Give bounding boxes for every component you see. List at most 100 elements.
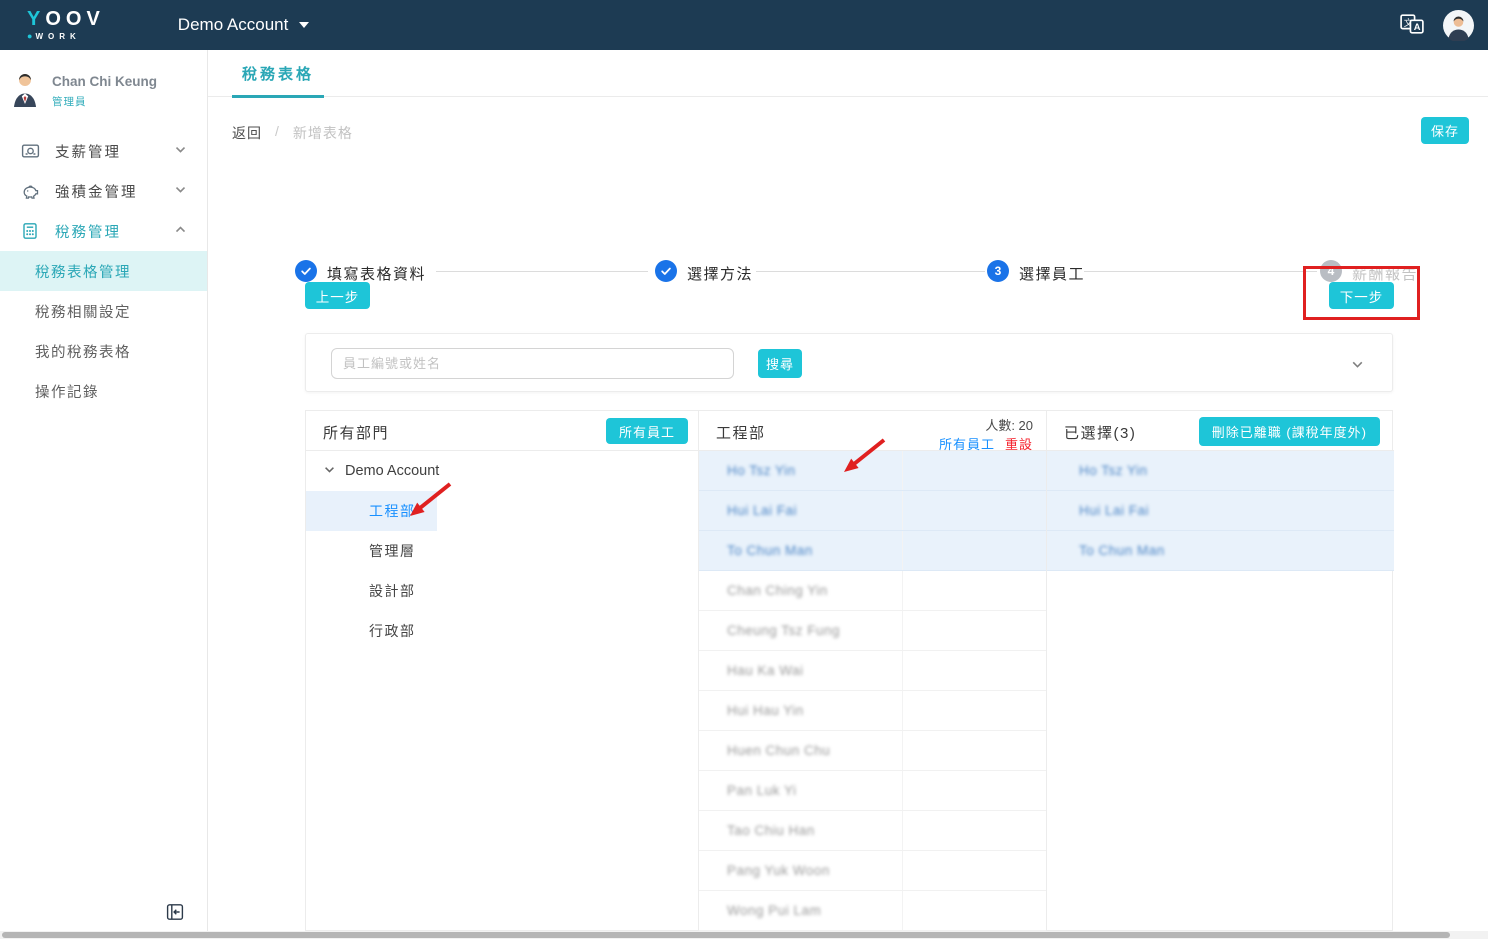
sidebar-item-label: 支薪管理 <box>55 144 121 161</box>
search-button[interactable]: 搜尋 <box>758 349 802 378</box>
selected-employee-row[interactable]: Ho Tsz Yin <box>1047 451 1394 491</box>
horizontal-scrollbar-thumb[interactable] <box>2 932 1450 938</box>
step-2-check-icon <box>655 260 677 282</box>
tree-item-design[interactable]: 設計部 <box>369 583 416 599</box>
step-3-number: 3 <box>987 260 1009 282</box>
breadcrumb: 返回 / 新增表格 <box>232 123 353 143</box>
tree-root-demo-account[interactable]: Demo Account <box>306 451 698 491</box>
previous-step-button[interactable]: 上一步 <box>305 282 370 309</box>
chevron-down-icon <box>174 143 187 160</box>
select-all-employees-link[interactable]: 所有員工 <box>938 437 995 452</box>
chevron-down-icon <box>299 22 310 28</box>
horizontal-scrollbar[interactable] <box>0 931 1488 939</box>
breadcrumb-separator: / <box>275 123 280 139</box>
collapse-sidebar-icon[interactable] <box>165 902 185 922</box>
chevron-down-icon[interactable] <box>1350 357 1365 372</box>
departments-panel-title: 所有部門 <box>323 425 390 442</box>
tree-item-admin[interactable]: 行政部 <box>369 623 416 639</box>
step-2-label: 選擇方法 <box>687 266 754 283</box>
employee-row[interactable]: To Chun Man <box>699 531 1046 571</box>
sidebar-item-label: 稅務管理 <box>55 224 121 241</box>
tab-tax-forms[interactable]: 稅務表格 <box>232 50 325 98</box>
sidebar-item-operation-log[interactable]: 操作記錄 <box>35 384 99 401</box>
chevron-down-icon <box>174 183 187 200</box>
main-content: 稅務表格 返回 / 新增表格 保存 填寫表格資料 選擇方法 3 選擇員工 <box>208 50 1488 931</box>
selected-employee-row[interactable]: To Chun Man <box>1047 531 1394 571</box>
employees-panel-title: 工程部 <box>716 425 766 442</box>
employee-row[interactable]: Wong Pui Lam <box>699 891 1046 931</box>
sidebar-avatar <box>12 70 38 113</box>
sidebar-item-payroll[interactable]: 支薪管理 <box>0 131 207 171</box>
logo-work: WORK <box>35 31 81 41</box>
tab-bar: 稅務表格 <box>208 50 1488 98</box>
employee-row[interactable]: Chan Ching Yin <box>699 571 1046 611</box>
user-role: 管理員 <box>52 96 87 108</box>
account-name: Demo Account <box>177 15 289 34</box>
all-employees-button[interactable]: 所有員工 <box>605 418 688 444</box>
topbar: YOOV ● WORK Demo Account 文 A <box>0 0 1488 50</box>
employee-row[interactable]: Pang Yuk Woon <box>699 851 1046 891</box>
employee-count: 人數: 20 <box>985 418 1033 433</box>
employee-row[interactable]: Pan Luk Yi <box>699 771 1046 811</box>
next-step-button[interactable]: 下一步 <box>1329 282 1394 309</box>
employee-row[interactable]: Hui Lai Fai <box>699 491 1046 531</box>
sidebar-item-tax-form-management[interactable]: 稅務表格管理 <box>0 251 207 291</box>
sidebar-menu: 支薪管理 強積金管理 <box>0 131 207 251</box>
sidebar-item-tax[interactable]: 稅務管理 <box>0 211 207 251</box>
tree-item-engineering[interactable]: 工程部 <box>306 491 698 531</box>
employees-panel: 工程部 人數: 20 所有員工 重設 Ho Tsz Yin Hui Lai Fa… <box>698 411 1046 931</box>
sidebar-item-tax-settings[interactable]: 稅務相關設定 <box>35 304 131 321</box>
piggy-bank-icon <box>21 182 41 201</box>
svg-text:A: A <box>1414 22 1421 32</box>
employee-row[interactable]: Hau Ka Wai <box>699 651 1046 691</box>
breadcrumb-back-link[interactable]: 返回 <box>232 125 262 141</box>
employee-row[interactable]: Cheung Tsz Fung <box>699 611 1046 651</box>
user-name: Chan Chi Keung <box>52 74 157 89</box>
selected-panel: 已選擇(3) 刪除已離職 (課稅年度外) Ho Tsz Yin Hui Lai … <box>1046 411 1394 930</box>
reset-link[interactable]: 重設 <box>1004 437 1033 452</box>
calculator-icon <box>21 222 41 240</box>
step-4-number: 4 <box>1320 260 1342 282</box>
chevron-down-icon <box>323 463 336 480</box>
user-avatar[interactable] <box>1443 9 1474 41</box>
breadcrumb-current: 新增表格 <box>292 125 353 141</box>
selected-employee-row[interactable]: Hui Lai Fai <box>1047 491 1394 531</box>
sidebar-user: Chan Chi Keung 管理員 <box>12 70 157 113</box>
tree-item-management[interactable]: 管理層 <box>369 543 416 559</box>
remove-left-employees-button[interactable]: 刪除已離職 (課稅年度外) <box>1198 417 1380 446</box>
sidebar-item-mpf[interactable]: 強積金管理 <box>0 171 207 211</box>
step-4-label: 薪酬報告 <box>1352 266 1419 283</box>
logo-letters: OOV <box>45 8 105 30</box>
payroll-icon <box>21 142 41 161</box>
sidebar-item-my-tax-forms[interactable]: 我的稅務表格 <box>35 344 131 361</box>
selected-panel-title: 已選擇(3) <box>1064 425 1137 442</box>
step-3-label: 選擇員工 <box>1019 266 1086 283</box>
account-selector[interactable]: Demo Account <box>178 15 310 35</box>
departments-panel: 所有部門 所有員工 Demo Account 工程部 管理層 設計部 行政部 <box>306 411 698 930</box>
stepper: 填寫表格資料 選擇方法 3 選擇員工 4 薪酬報告 <box>208 260 1488 284</box>
step-1-check-icon <box>295 260 317 282</box>
selected-list: Ho Tsz Yin Hui Lai Fai To Chun Man <box>1047 451 1394 571</box>
save-button[interactable]: 保存 <box>1421 117 1469 144</box>
employee-row[interactable]: Tao Chiu Han <box>699 811 1046 851</box>
logo-dot: ● <box>27 31 33 41</box>
svg-text:文: 文 <box>1404 17 1413 28</box>
employee-row[interactable]: Huen Chun Chu <box>699 731 1046 771</box>
step-1-label: 填寫表格資料 <box>327 266 427 283</box>
yoov-logo[interactable]: YOOV ● WORK <box>27 9 105 41</box>
employee-transfer-panels: 所有部門 所有員工 Demo Account 工程部 管理層 設計部 行政部 <box>305 410 1394 931</box>
sidebar-item-label: 強積金管理 <box>55 184 138 201</box>
department-tree: Demo Account 工程部 管理層 設計部 行政部 <box>306 451 698 651</box>
employee-row[interactable]: Ho Tsz Yin <box>699 451 1046 491</box>
translate-icon[interactable]: 文 A <box>1398 11 1426 39</box>
logo-letter-y: Y <box>27 8 46 30</box>
sidebar-submenu: 稅務表格管理 稅務相關設定 我的稅務表格 操作記錄 <box>0 251 207 411</box>
search-section: 搜尋 <box>305 333 1393 392</box>
search-input[interactable] <box>331 348 734 379</box>
chevron-up-icon <box>174 223 187 240</box>
employee-list: Ho Tsz Yin Hui Lai Fai To Chun Man Chan … <box>699 451 1046 931</box>
employee-row[interactable]: Hui Hau Yin <box>699 691 1046 731</box>
sidebar: Chan Chi Keung 管理員 支薪管理 <box>0 50 208 931</box>
tab-active-underline <box>232 95 325 98</box>
